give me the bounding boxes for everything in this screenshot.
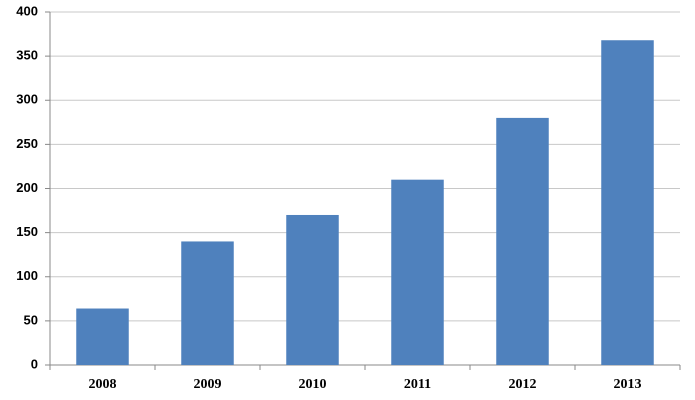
x-tick-label: 2008	[89, 377, 117, 392]
bar	[76, 308, 129, 365]
y-tick-label: 250	[16, 136, 38, 151]
x-tick-label: 2011	[404, 377, 431, 392]
y-tick-label: 400	[16, 3, 38, 18]
y-tick-label: 350	[16, 48, 38, 63]
y-tick-label: 150	[16, 224, 38, 239]
bar	[181, 241, 234, 365]
y-tick-label: 200	[16, 180, 38, 195]
bar	[496, 117, 549, 366]
bar	[601, 40, 654, 366]
x-tick-label: 2009	[194, 377, 222, 392]
y-tick-label: 50	[24, 312, 38, 327]
x-tick-label: 2013	[614, 377, 642, 392]
bar	[286, 214, 339, 365]
x-tick-label: 2012	[509, 377, 537, 392]
y-tick-label: 100	[16, 268, 38, 283]
x-tick-label: 2010	[299, 377, 327, 392]
y-tick-label: 300	[16, 92, 38, 107]
bar	[391, 179, 444, 365]
y-tick-label: 0	[31, 356, 38, 371]
